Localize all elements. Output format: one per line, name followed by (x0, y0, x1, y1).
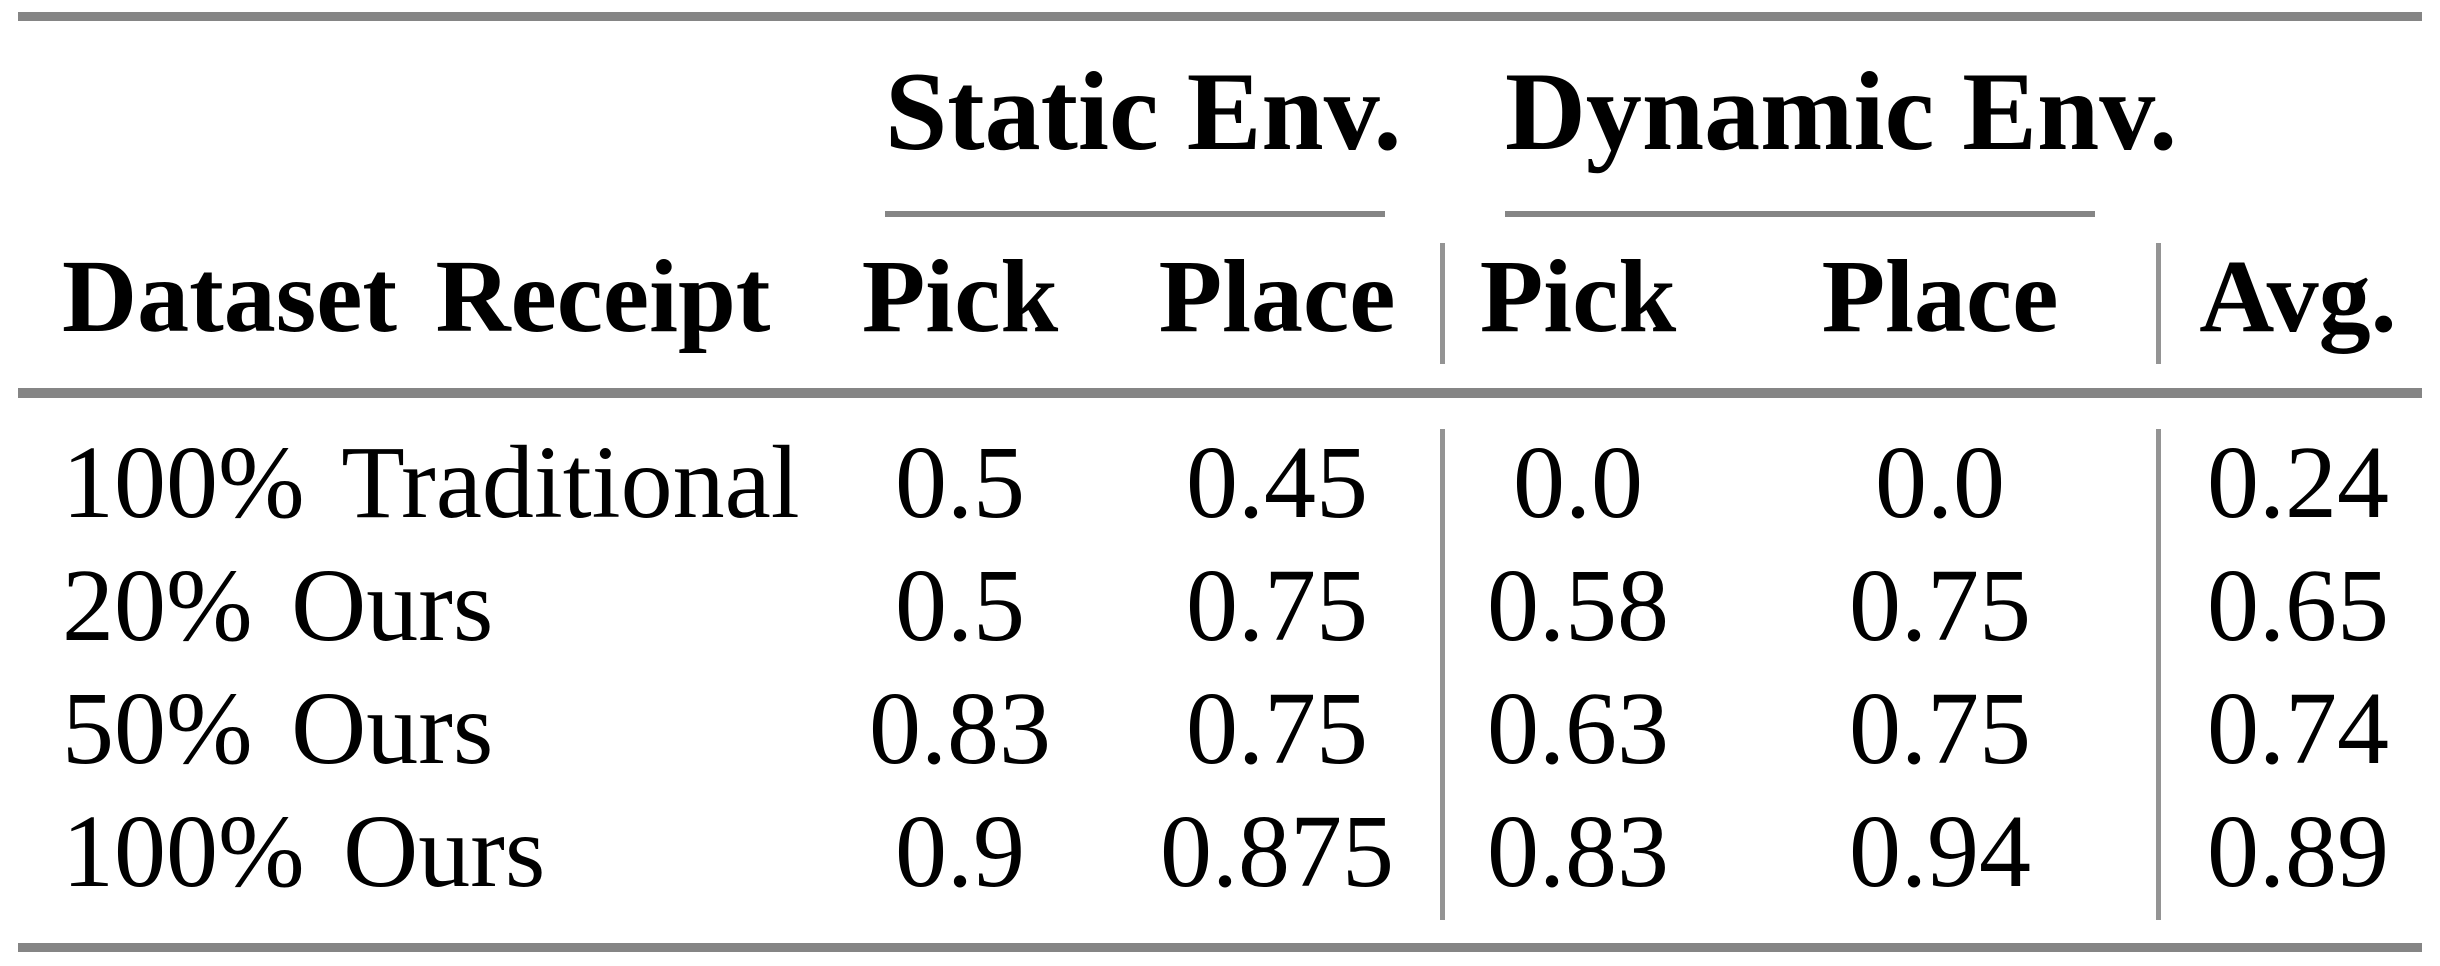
table-row: 20% Ours 0.5 0.75 0.58 0.75 0.65 (0, 554, 2440, 664)
cell-dynamic-pick: 0.83 (1487, 794, 1669, 909)
cell-dynamic-place: 0.94 (1849, 794, 2031, 909)
cell-static-pick: 0.5 (895, 548, 1025, 663)
table-row: 100% Traditional 0.5 0.45 0.0 0.0 0.24 (0, 431, 2440, 541)
vertical-rule-left-body (1440, 429, 1445, 920)
cell-static-place: 0.75 (1186, 548, 1368, 663)
cell-static-pick: 0.5 (895, 425, 1025, 540)
cell-static-place: 0.875 (1160, 794, 1394, 909)
cell-static-pick: 0.83 (869, 671, 1051, 786)
row-label: 100% Traditional (62, 425, 800, 540)
col-header-dataset-receipt: Dataset Receipt (62, 239, 771, 354)
vertical-rule-right-body (2156, 429, 2161, 920)
cell-dynamic-place: 0.0 (1875, 425, 2005, 540)
table-row: 50% Ours 0.83 0.75 0.63 0.75 0.74 (0, 677, 2440, 787)
cell-avg: 0.24 (2207, 425, 2389, 540)
row-label: 100% Ours (62, 794, 546, 909)
bottom-rule (18, 943, 2422, 952)
cell-dynamic-place: 0.75 (1849, 548, 2031, 663)
cell-avg: 0.74 (2207, 671, 2389, 786)
mid-rule (18, 388, 2422, 398)
top-rule (18, 12, 2422, 21)
cmidrule-static (885, 211, 1385, 217)
cell-avg: 0.65 (2207, 548, 2389, 663)
group-header-dynamic-env: Dynamic Env. (1505, 50, 2178, 174)
cell-static-place: 0.45 (1186, 425, 1368, 540)
group-header-static-env: Static Env. (885, 50, 1402, 174)
cmidrule-dynamic (1505, 211, 2095, 217)
cell-dynamic-pick: 0.63 (1487, 671, 1669, 786)
col-header-dynamic-place: Place (1821, 239, 2059, 354)
col-header-static-pick: Pick (861, 239, 1059, 354)
col-header-avg: Avg. (2199, 239, 2397, 354)
cell-dynamic-pick: 0.0 (1513, 425, 1643, 540)
col-header-static-place: Place (1158, 239, 1396, 354)
cell-avg: 0.89 (2207, 794, 2389, 909)
cell-static-place: 0.75 (1186, 671, 1368, 786)
row-label: 50% Ours (62, 671, 494, 786)
vertical-rule-right-header (2156, 243, 2161, 364)
col-header-dynamic-pick: Pick (1479, 239, 1677, 354)
cell-dynamic-pick: 0.58 (1487, 548, 1669, 663)
cell-static-pick: 0.9 (895, 794, 1025, 909)
table-row: 100% Ours 0.9 0.875 0.83 0.94 0.89 (0, 800, 2440, 910)
cell-dynamic-place: 0.75 (1849, 671, 2031, 786)
vertical-rule-left-header (1440, 243, 1445, 364)
row-label: 20% Ours (62, 548, 494, 663)
